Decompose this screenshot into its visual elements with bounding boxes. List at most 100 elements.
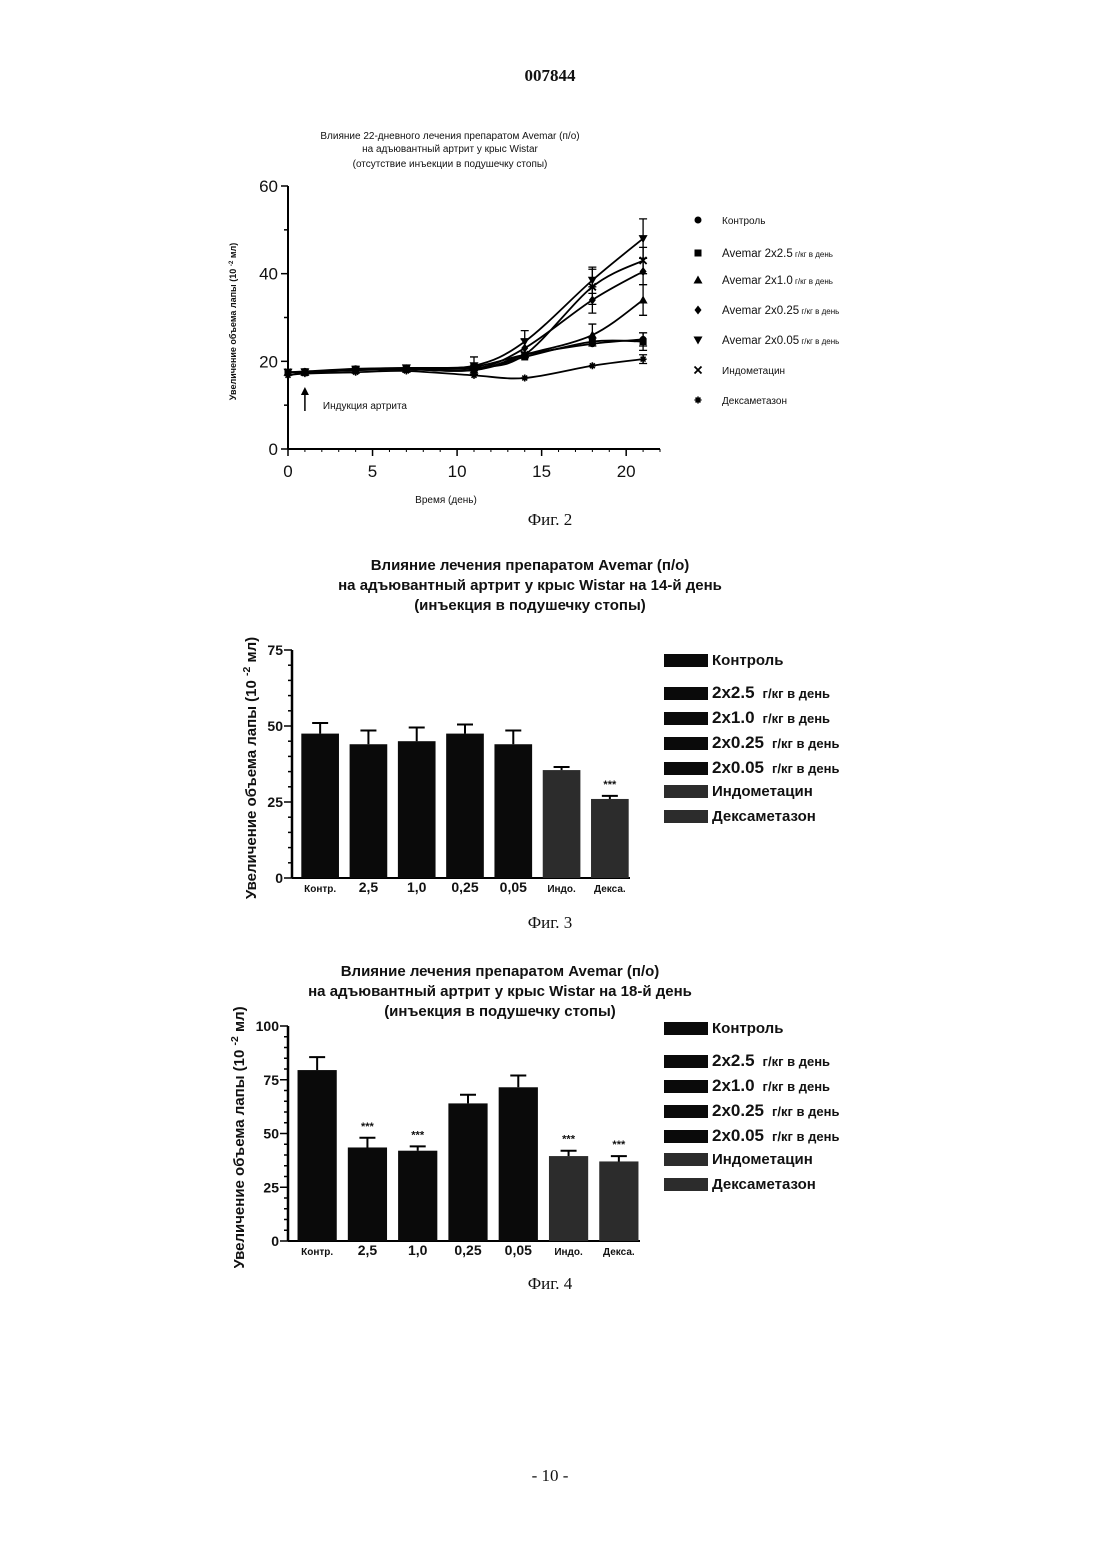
legend-label: 2x0.05 <box>712 758 764 778</box>
significance-label: *** <box>562 1134 576 1146</box>
data-point <box>639 295 648 303</box>
bar <box>301 734 339 878</box>
x-tick-label: 1,0 <box>407 879 427 895</box>
bar <box>350 744 388 878</box>
legend-label: Avemar 2x2.5 г/кг в день <box>722 248 833 260</box>
legend-label: 2x2.5 <box>712 1051 755 1071</box>
legend-label: Индометацин <box>722 366 785 377</box>
y-tick-label: 75 <box>267 642 283 658</box>
legend-label: 2x1.0 <box>712 708 755 728</box>
fig3-title-line: на адъювантный артрит у крыс Wistar на 1… <box>290 576 770 596</box>
y-tick-label: 0 <box>275 870 283 886</box>
significance-label: *** <box>411 1129 425 1141</box>
legend-swatch <box>664 737 708 750</box>
legend-unit: г/кг в день <box>772 1129 840 1144</box>
y-tick-label: 0 <box>271 1233 279 1249</box>
annotation-arrowhead <box>301 387 309 395</box>
fig3-legend: Контроль 2x2.5г/кг в день 2x1.0 г/кг в день… <box>664 652 924 832</box>
legend-label: Дексаметазон <box>712 1176 816 1193</box>
fig2-caption: Фиг. 2 <box>450 510 650 530</box>
x-tick-label: 0,25 <box>454 1242 481 1258</box>
series-line <box>288 239 643 373</box>
legend-swatch <box>664 785 708 798</box>
error-bar <box>510 1075 526 1087</box>
legend-item: 2x2.5г/кг в день <box>664 683 830 703</box>
fig3-title-line: (инъекция в подушечку стопы) <box>290 596 770 616</box>
legend-item: Дексаметазон <box>664 808 816 825</box>
legend-swatch <box>664 1130 708 1143</box>
legend-unit: г/кг в день <box>763 1079 831 1094</box>
y-tick-label: 75 <box>263 1072 279 1088</box>
annotation-label: Индукция артрита <box>323 401 408 412</box>
bar <box>348 1147 387 1241</box>
data-point <box>694 276 703 284</box>
fig3-title: Влияние лечения препаратом Avemar (п/о) … <box>290 556 770 616</box>
bar <box>446 734 484 878</box>
legend-item: 2x0.25 г/кг в день <box>664 733 840 753</box>
x-tick-label: 5 <box>368 462 377 481</box>
page-number: - 10 - <box>0 1466 1100 1486</box>
error-bar <box>561 1151 577 1156</box>
y-tick-label: 50 <box>263 1126 279 1142</box>
error-bar <box>359 1138 375 1148</box>
legend-swatch <box>664 810 708 823</box>
legend-label: Индометацин <box>712 1151 813 1168</box>
x-tick-label: Индо. <box>547 884 576 895</box>
fig2-title: Влияние 22-дневного лечения препаратом A… <box>230 130 670 171</box>
data-point <box>640 356 647 363</box>
fig2-line-chart: 020406005101520Время (день)Увеличение об… <box>220 176 1100 526</box>
error-bar <box>312 723 328 734</box>
x-tick-label: Индо. <box>554 1247 583 1258</box>
legend-item: Дексаметазон <box>664 1176 816 1193</box>
legend-label: Контроль <box>712 652 783 669</box>
y-tick-label: 60 <box>259 177 278 196</box>
legend-swatch <box>664 1153 708 1166</box>
fig4-bar-chart: 0255075100Увеличение объема лапы (10 -2 … <box>220 968 660 1268</box>
legend-item: 2x2.5г/кг в день <box>664 1051 830 1071</box>
legend-label: Контроль <box>722 216 765 227</box>
x-axis-label: Время (день) <box>415 495 477 506</box>
legend-item: Контроль <box>664 1020 783 1037</box>
legend-swatch <box>664 654 708 667</box>
legend-unit: г/кг в день <box>772 761 840 776</box>
bar <box>599 1161 638 1241</box>
fig3-caption: Фиг. 3 <box>450 913 650 933</box>
data-point <box>640 338 647 345</box>
legend-unit: г/кг в день <box>772 736 840 751</box>
legend-item: Индометацин <box>664 783 813 800</box>
legend-item: 2x0.25г/кг в день <box>664 1101 840 1121</box>
legend-swatch <box>664 1080 708 1093</box>
significance-label: *** <box>361 1121 375 1133</box>
y-tick-label: 100 <box>256 1018 280 1034</box>
error-bar <box>554 767 570 770</box>
y-tick-label: 25 <box>263 1179 279 1195</box>
data-point <box>694 337 703 345</box>
legend-swatch <box>664 1178 708 1191</box>
y-tick-label: 50 <box>267 718 283 734</box>
legend-label: 2x0.25 <box>712 1101 764 1121</box>
legend-label: 2x0.05 <box>712 1126 764 1146</box>
error-bar <box>505 731 521 745</box>
significance-label: *** <box>603 779 617 791</box>
legend-swatch <box>664 687 708 700</box>
legend-swatch <box>664 1055 708 1068</box>
fig3-title-line: Влияние лечения препаратом Avemar (п/о) <box>290 556 770 576</box>
legend-label: 2x0.25 <box>712 733 764 753</box>
bar <box>499 1087 538 1241</box>
data-point <box>695 250 702 257</box>
legend-label: Avemar 2x0.25 г/кг в день <box>722 305 839 317</box>
data-point <box>521 374 528 381</box>
x-tick-label: 20 <box>617 462 636 481</box>
y-tick-label: 40 <box>259 265 278 284</box>
x-tick-label: 10 <box>448 462 467 481</box>
bar <box>298 1070 337 1241</box>
data-point <box>695 306 702 315</box>
fig4-caption: Фиг. 4 <box>450 1274 650 1294</box>
error-bar <box>409 728 425 742</box>
bar <box>543 770 581 878</box>
error-bar <box>410 1146 426 1150</box>
legend-label: 2x1.0 <box>712 1076 755 1096</box>
legend-item: Индометацин <box>664 1151 813 1168</box>
x-tick-label: 2,5 <box>359 879 379 895</box>
legend-swatch <box>664 712 708 725</box>
